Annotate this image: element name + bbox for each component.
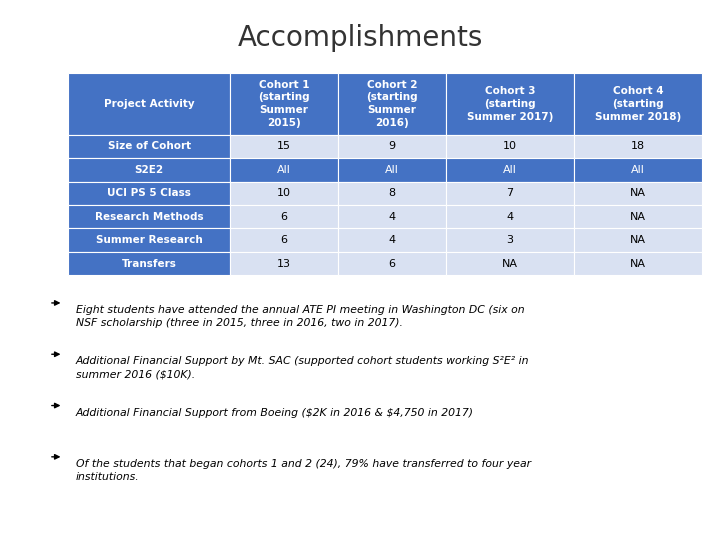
Text: 3: 3 [506, 235, 513, 245]
Text: NA: NA [630, 212, 646, 222]
Text: NA: NA [630, 235, 646, 245]
Text: All: All [631, 165, 645, 175]
Text: NA: NA [630, 188, 646, 198]
Text: All: All [277, 165, 291, 175]
Text: Transfers: Transfers [122, 259, 176, 269]
Bar [230, 181, 338, 205]
Text: All: All [385, 165, 399, 175]
Text: 6: 6 [281, 235, 287, 245]
Bar [446, 181, 574, 205]
Text: Accomplishments: Accomplishments [238, 24, 482, 52]
Bar [338, 181, 446, 205]
Text: 7: 7 [506, 188, 513, 198]
Bar [68, 228, 230, 252]
Bar [338, 205, 446, 228]
Text: UCI PS 5 Class: UCI PS 5 Class [107, 188, 192, 198]
Text: Of the students that began cohorts 1 and 2 (24), 79% have transferred to four ye: Of the students that began cohorts 1 and… [76, 459, 531, 482]
Bar [574, 158, 702, 181]
Bar [230, 252, 338, 275]
Text: 13: 13 [277, 259, 291, 269]
Text: Cohort 3
(starting
Summer 2017): Cohort 3 (starting Summer 2017) [467, 86, 553, 122]
Bar [338, 73, 446, 134]
Text: Project Activity: Project Activity [104, 99, 194, 109]
Bar [574, 181, 702, 205]
Bar [446, 134, 574, 158]
Text: Additional Financial Support by Mt. SAC (supported cohort students working S²E² : Additional Financial Support by Mt. SAC … [76, 356, 529, 379]
Text: 10: 10 [277, 188, 291, 198]
Text: Cohort 2
(starting
Summer
2016): Cohort 2 (starting Summer 2016) [366, 79, 418, 128]
Bar [338, 134, 446, 158]
Text: 9: 9 [388, 141, 395, 151]
Bar [446, 73, 574, 134]
Bar [68, 252, 230, 275]
Text: 15: 15 [277, 141, 291, 151]
Text: 6: 6 [281, 212, 287, 222]
Text: 6: 6 [389, 259, 395, 269]
Text: Cohort 1
(starting
Summer
2015): Cohort 1 (starting Summer 2015) [258, 79, 310, 128]
Text: 10: 10 [503, 141, 517, 151]
Bar [68, 73, 230, 134]
Bar [230, 228, 338, 252]
Text: Cohort 4
(starting
Summer 2018): Cohort 4 (starting Summer 2018) [595, 86, 681, 122]
Text: 18: 18 [631, 141, 645, 151]
Bar [338, 158, 446, 181]
Bar [68, 158, 230, 181]
Bar [574, 205, 702, 228]
Text: 8: 8 [388, 188, 395, 198]
Text: Eight students have attended the annual ATE PI meeting in Washington DC (six on
: Eight students have attended the annual … [76, 305, 524, 328]
Bar [574, 73, 702, 134]
Bar [230, 73, 338, 134]
Text: Research Methods: Research Methods [95, 212, 204, 222]
Text: Additional Financial Support from Boeing (\$2K in 2016 & \$4,750 in 2017): Additional Financial Support from Boeing… [76, 408, 474, 418]
Bar [68, 134, 230, 158]
Bar [338, 228, 446, 252]
Text: 4: 4 [388, 212, 395, 222]
Text: All: All [503, 165, 517, 175]
Bar [446, 205, 574, 228]
Text: NA: NA [630, 259, 646, 269]
Bar [574, 134, 702, 158]
Bar [230, 134, 338, 158]
Bar [68, 181, 230, 205]
Bar [68, 205, 230, 228]
Text: Summer Research: Summer Research [96, 235, 202, 245]
Text: NA: NA [502, 259, 518, 269]
Bar [446, 158, 574, 181]
Bar [446, 252, 574, 275]
Text: S2E2: S2E2 [135, 165, 164, 175]
Text: 4: 4 [388, 235, 395, 245]
Bar [446, 228, 574, 252]
Text: 4: 4 [506, 212, 513, 222]
Bar [574, 252, 702, 275]
Text: Size of Cohort: Size of Cohort [108, 141, 191, 151]
Bar [230, 158, 338, 181]
Bar [574, 228, 702, 252]
Bar [230, 205, 338, 228]
Bar [338, 252, 446, 275]
